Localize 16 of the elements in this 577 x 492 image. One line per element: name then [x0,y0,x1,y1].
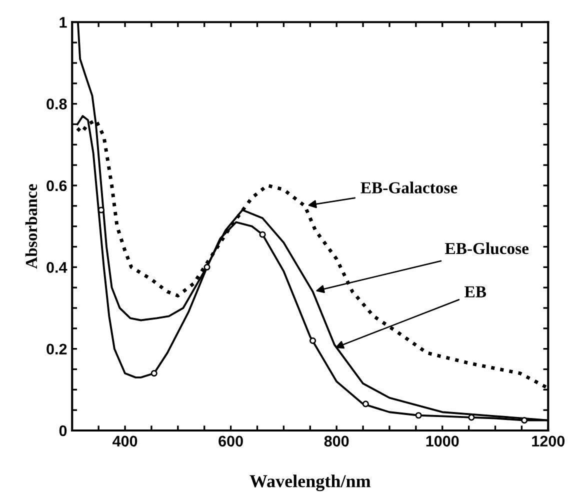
y-tick-label: 1 [60,17,67,28]
x-tick-label: 1200 [532,436,565,447]
x-tick-label: 1000 [426,436,459,447]
y-tick-label: 0 [59,425,67,436]
x-tick-label: 400 [112,436,138,447]
y-axis-title: Absorbance [25,184,38,269]
x-tick-label: 800 [324,436,349,447]
y-tick-label: 0.6 [46,180,67,192]
x-axis-title: Wavelength/nm [250,474,371,492]
y-tick-label: 0.8 [46,98,67,110]
annotation: EB-Galactose [360,182,458,194]
x-tick-label: 600 [218,436,243,447]
y-tick-label: 0.2 [46,344,67,355]
y-tick-label: 0.4 [46,262,68,273]
annotation: EB-Glucose [445,242,529,254]
annotation: EB [464,286,486,298]
